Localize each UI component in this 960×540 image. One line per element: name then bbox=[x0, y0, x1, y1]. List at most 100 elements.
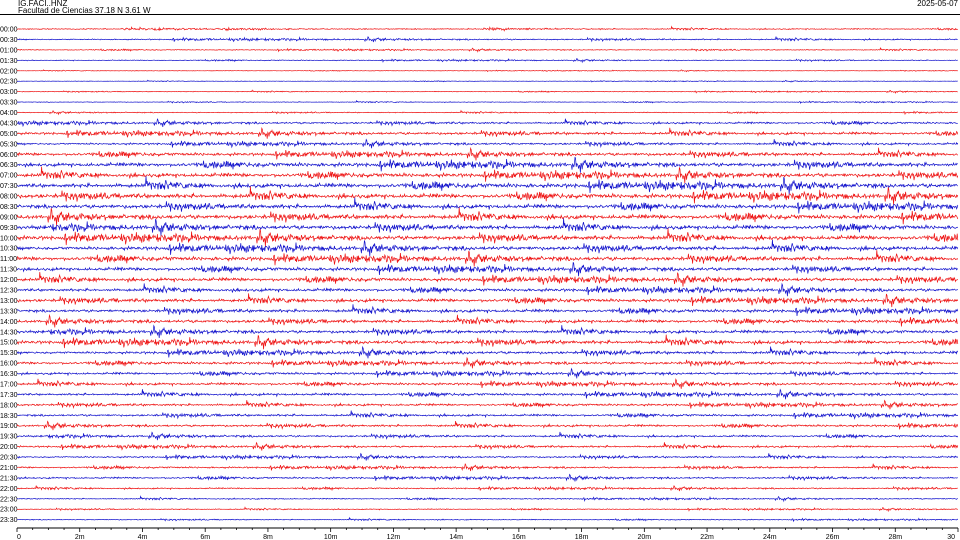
trace-line bbox=[16, 485, 958, 492]
row-time-label: 21:00 bbox=[0, 465, 18, 472]
trace-line bbox=[16, 388, 959, 400]
trace-line bbox=[16, 367, 958, 379]
row-time-label: 18:00 bbox=[0, 402, 18, 409]
x-tick-label: 6m bbox=[200, 534, 210, 540]
row-time-label: 19:00 bbox=[0, 423, 18, 430]
trace-line bbox=[16, 228, 959, 247]
row-time-label: 09:30 bbox=[0, 225, 18, 232]
trace-line bbox=[16, 79, 958, 83]
trace-line bbox=[16, 262, 958, 277]
x-tick-label: 18m bbox=[575, 534, 589, 540]
x-tick-label: 8m bbox=[263, 534, 273, 540]
x-tick-label: 0 bbox=[17, 534, 21, 540]
trace-line bbox=[16, 197, 959, 214]
row-time-label: 05:00 bbox=[0, 131, 18, 138]
row-time-label: 22:00 bbox=[0, 486, 18, 493]
x-tick-label: 28m bbox=[888, 534, 902, 540]
row-time-label: 13:00 bbox=[0, 298, 18, 305]
row-time-label: 10:00 bbox=[0, 235, 18, 242]
row-time-label: 16:00 bbox=[0, 361, 18, 368]
x-tick-label: 24m bbox=[763, 534, 777, 540]
row-time-label: 02:30 bbox=[0, 79, 18, 86]
row-time-label: 00:00 bbox=[0, 27, 18, 34]
trace-line bbox=[16, 69, 958, 73]
trace-line bbox=[16, 293, 959, 308]
row-time-label: 15:00 bbox=[0, 340, 18, 347]
trace-line bbox=[16, 345, 959, 359]
trace-line bbox=[16, 166, 959, 184]
trace-line bbox=[16, 25, 958, 32]
row-time-label: 06:30 bbox=[0, 162, 18, 169]
row-time-label: 07:00 bbox=[0, 173, 18, 180]
row-time-label: 08:00 bbox=[0, 194, 18, 201]
row-time-label: 12:00 bbox=[0, 277, 18, 284]
trace-rows: 00:00 00:30 01:00 01:30 02:00 02:30 03:00 03:30… bbox=[0, 25, 959, 524]
trace-line bbox=[16, 431, 959, 441]
row-time-label: 14:00 bbox=[0, 319, 18, 326]
x-tick-label: 14m bbox=[449, 534, 463, 540]
trace-line bbox=[16, 58, 958, 64]
row-time-label: 17:30 bbox=[0, 392, 18, 399]
x-tick-label: 20m bbox=[638, 534, 652, 540]
trace-line bbox=[16, 218, 959, 236]
trace-line bbox=[16, 46, 958, 53]
row-time-label: 11:00 bbox=[0, 256, 17, 263]
row-time-label: 08:30 bbox=[0, 204, 18, 211]
trace-line bbox=[16, 271, 959, 287]
header: IG.FACI..HNZ Facultad de Ciencias 37.18 … bbox=[0, 0, 960, 15]
row-time-label: 05:30 bbox=[0, 141, 18, 148]
trace-line bbox=[16, 313, 958, 328]
row-time-label: 11:30 bbox=[0, 267, 17, 274]
trace-line bbox=[16, 282, 959, 297]
trace-line bbox=[16, 399, 959, 410]
row-time-label: 01:30 bbox=[0, 58, 18, 65]
x-axis: 0 2m 4m 6m 8m 10m 12m 14m 16m 18m 20m 22m 24m 26m 28m 3… bbox=[16, 527, 959, 540]
row-time-label: 22:30 bbox=[0, 496, 18, 503]
row-time-label: 15:30 bbox=[0, 350, 18, 357]
x-tick-label: 12m bbox=[387, 534, 401, 540]
x-tick-label: 22m bbox=[700, 534, 714, 540]
row-time-label: 01:00 bbox=[0, 47, 18, 54]
x-tick-label: 30 bbox=[947, 534, 955, 540]
row-time-label: 23:30 bbox=[0, 517, 18, 524]
row-time-label: 02:00 bbox=[0, 68, 18, 75]
trace-line bbox=[16, 378, 959, 389]
x-tick-label: 10m bbox=[324, 534, 338, 540]
trace-line bbox=[16, 473, 958, 482]
trace-line bbox=[16, 452, 959, 461]
trace-line bbox=[16, 495, 958, 503]
row-time-label: 06:00 bbox=[0, 152, 18, 159]
trace-line bbox=[16, 250, 959, 267]
row-time-label: 16:30 bbox=[0, 371, 18, 378]
trace-line bbox=[16, 441, 959, 451]
row-time-label: 00:30 bbox=[0, 37, 18, 44]
trace-line bbox=[16, 109, 958, 116]
trace-line bbox=[16, 516, 959, 523]
x-tick-label: 2m bbox=[75, 534, 85, 540]
date-label: 2025-05-07 bbox=[917, 0, 958, 8]
trace-line bbox=[16, 138, 959, 149]
row-time-label: 21:30 bbox=[0, 475, 18, 482]
row-time-label: 18:30 bbox=[0, 413, 18, 420]
row-time-label: 17:00 bbox=[0, 381, 18, 388]
trace-line bbox=[16, 356, 959, 369]
trace-line bbox=[16, 420, 959, 431]
trace-line bbox=[16, 176, 958, 195]
trace-line bbox=[16, 463, 958, 472]
x-tick-label: 16m bbox=[512, 534, 526, 540]
station-code: IG.FACI..HNZ bbox=[18, 0, 68, 8]
row-time-label: 07:30 bbox=[0, 183, 18, 190]
row-time-label: 13:30 bbox=[0, 308, 18, 315]
x-tick-label: 4m bbox=[138, 534, 148, 540]
row-time-label: 23:00 bbox=[0, 507, 18, 514]
trace-line bbox=[16, 36, 958, 43]
trace-line bbox=[16, 156, 958, 173]
trace-line bbox=[17, 506, 958, 513]
row-time-label: 12:30 bbox=[0, 288, 18, 295]
trace-line bbox=[16, 410, 959, 420]
row-time-label: 14:30 bbox=[0, 329, 18, 336]
station-description: Facultad de Ciencias 37.18 N 3.61 W bbox=[18, 6, 151, 15]
trace-line bbox=[16, 89, 958, 94]
trace-line bbox=[16, 99, 958, 105]
